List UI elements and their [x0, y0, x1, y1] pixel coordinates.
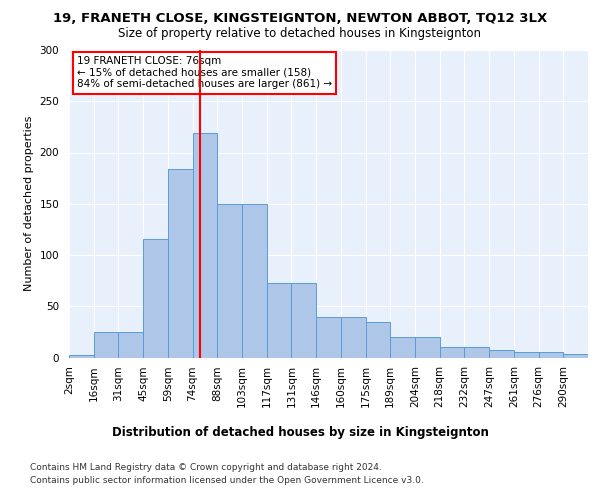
Bar — [217, 204, 242, 358]
Bar — [415, 337, 440, 357]
Bar — [168, 169, 193, 358]
Bar — [440, 347, 464, 358]
Bar — [539, 352, 563, 358]
Bar — [267, 282, 292, 358]
Bar — [341, 316, 365, 358]
Bar — [292, 282, 316, 358]
Bar — [390, 337, 415, 357]
Text: 19 FRANETH CLOSE: 76sqm
← 15% of detached houses are smaller (158)
84% of semi-d: 19 FRANETH CLOSE: 76sqm ← 15% of detache… — [77, 56, 332, 90]
Bar — [464, 347, 489, 358]
Text: Contains public sector information licensed under the Open Government Licence v3: Contains public sector information licen… — [30, 476, 424, 485]
Bar — [193, 133, 217, 358]
Bar — [69, 356, 94, 358]
Bar — [242, 204, 267, 358]
Y-axis label: Number of detached properties: Number of detached properties — [24, 116, 34, 292]
Text: Distribution of detached houses by size in Kingsteignton: Distribution of detached houses by size … — [112, 426, 488, 439]
Bar — [489, 350, 514, 358]
Bar — [94, 332, 118, 357]
Text: 19, FRANETH CLOSE, KINGSTEIGNTON, NEWTON ABBOT, TQ12 3LX: 19, FRANETH CLOSE, KINGSTEIGNTON, NEWTON… — [53, 12, 547, 26]
Bar — [118, 332, 143, 357]
Bar — [316, 316, 341, 358]
Bar — [143, 238, 168, 358]
Bar — [365, 322, 390, 358]
Text: Size of property relative to detached houses in Kingsteignton: Size of property relative to detached ho… — [119, 28, 482, 40]
Bar — [514, 352, 539, 358]
Bar — [563, 354, 588, 358]
Text: Contains HM Land Registry data © Crown copyright and database right 2024.: Contains HM Land Registry data © Crown c… — [30, 464, 382, 472]
